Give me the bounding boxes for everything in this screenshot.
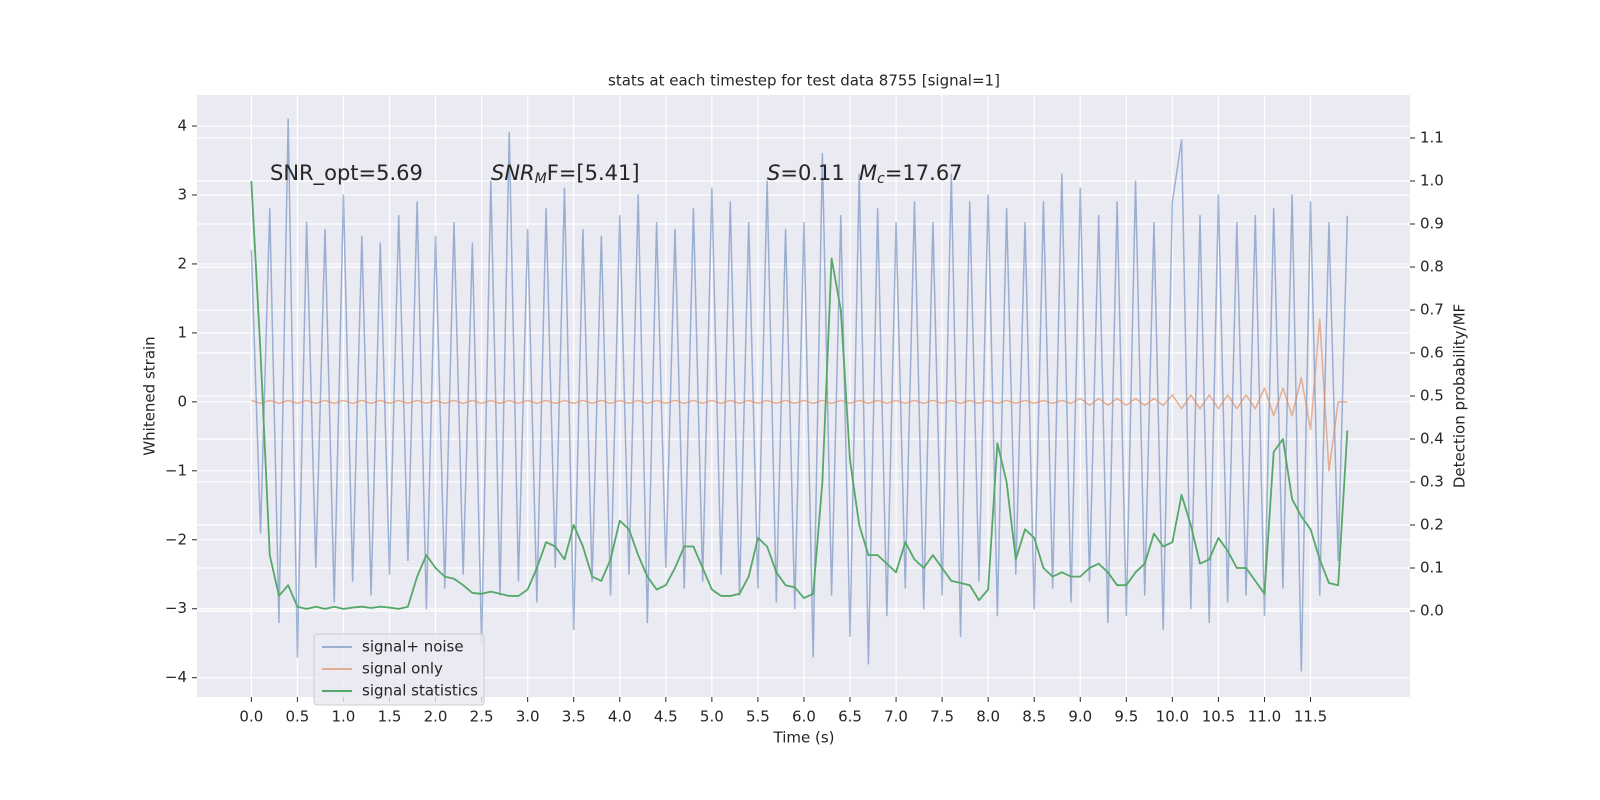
annotation: Mc=17.67 (859, 161, 963, 187)
legend-label: signal statistics (362, 682, 478, 700)
x-tick-label: 3.0 (516, 708, 540, 726)
y2-tick-label: 1.1 (1420, 129, 1444, 147)
y-tick-label: −1 (165, 461, 187, 479)
marks (250, 118, 1349, 672)
y2-tick-label: 0.5 (1420, 387, 1444, 405)
annotation-part: =17.67 (885, 161, 963, 185)
y2-tick-label: 0.0 (1420, 602, 1444, 620)
chart-title: stats at each timestep for test data 875… (608, 72, 1000, 90)
x-tick-label: 1.0 (332, 708, 356, 726)
y2-tick-label: 0.6 (1420, 344, 1444, 362)
y-tick-label: 2 (177, 254, 187, 272)
series-line (251, 318, 1348, 472)
x-tick-label: 5.5 (746, 708, 770, 726)
x-tick-label: 8.0 (976, 708, 1000, 726)
y-tick-label: 0 (177, 392, 187, 410)
labels: 0.0 0.5 1.0 1.5 2.0 2.5 3.0 3.5 4.0 4.5 5.0 5.5 6.0 6… (165, 117, 1444, 726)
series-line (250, 118, 1349, 672)
annotation-part: F=[5.41] (547, 161, 640, 185)
x-tick-label: 7.0 (884, 708, 908, 726)
annotation-sub: M (535, 171, 547, 187)
x-tick-label: 10.0 (1156, 708, 1189, 726)
x-tick-label: 0.5 (285, 708, 309, 726)
annotation: SNRMF=[5.41] (491, 161, 640, 187)
legend: signal+ noise signal only signal statistic… (313, 633, 485, 706)
y-tick-label: −3 (165, 599, 187, 617)
x-tick-label: 11.0 (1248, 708, 1281, 726)
x-tick-label: 5.0 (700, 708, 724, 726)
x-tick-label: 6.5 (838, 708, 862, 726)
y2-axis-label: Detection probability/MF (1451, 304, 1469, 488)
x-tick-label: 4.5 (654, 708, 678, 726)
y-axis-label: Whitened strain (141, 336, 159, 455)
y-tick-label: −4 (165, 668, 187, 686)
annotation-part: S (767, 161, 780, 185)
y-tick-label: 4 (177, 117, 187, 135)
y2-tick-label: 0.8 (1420, 258, 1444, 276)
series-line (250, 180, 1349, 610)
x-tick-label: 2.0 (424, 708, 448, 726)
legend-label: signal+ noise (362, 638, 464, 656)
annotation-sub: c (877, 171, 885, 187)
x-tick-label: 0.0 (239, 708, 263, 726)
y-tick-label: 1 (177, 323, 187, 341)
legend-box (313, 633, 485, 706)
y2-tick-label: 1.0 (1420, 172, 1444, 190)
annotations: SNR_opt=5.69 SNRMF=[5.41] S=0.11 Mc=17.6… (270, 161, 963, 187)
annotation-part: =0.11 (780, 161, 844, 185)
y2-tick-label: 0.3 (1420, 473, 1444, 491)
y-tick-label: 3 (177, 185, 187, 203)
x-tick-label: 9.5 (1114, 708, 1138, 726)
x-tick-label: 9.0 (1068, 708, 1092, 726)
legend-label: signal only (362, 660, 443, 678)
y2-tick-label: 0.7 (1420, 301, 1444, 319)
y2-tick-label: 0.1 (1420, 559, 1444, 577)
x-tick-label: 3.5 (562, 708, 586, 726)
y2-tick-label: 0.9 (1420, 215, 1444, 233)
x-axis-label: Time (s) (773, 729, 835, 747)
annotation-part: SNR (491, 161, 535, 185)
x-tick-label: 1.5 (378, 708, 402, 726)
annotation: SNR_opt=5.69 (270, 161, 423, 186)
x-tick-label: 8.5 (1022, 708, 1046, 726)
y-tick-label: −2 (165, 530, 187, 548)
annotation: S=0.11 (767, 161, 845, 185)
x-tick-label: 2.5 (470, 708, 494, 726)
annotation-part: M (859, 161, 877, 185)
x-tick-label: 7.5 (930, 708, 954, 726)
y2-tick-label: 0.4 (1420, 430, 1444, 448)
x-tick-label: 6.0 (792, 708, 816, 726)
y2-tick-label: 0.2 (1420, 516, 1444, 534)
x-tick-label: 4.0 (608, 708, 632, 726)
x-tick-label: 11.5 (1294, 708, 1327, 726)
x-tick-label: 10.5 (1202, 708, 1235, 726)
